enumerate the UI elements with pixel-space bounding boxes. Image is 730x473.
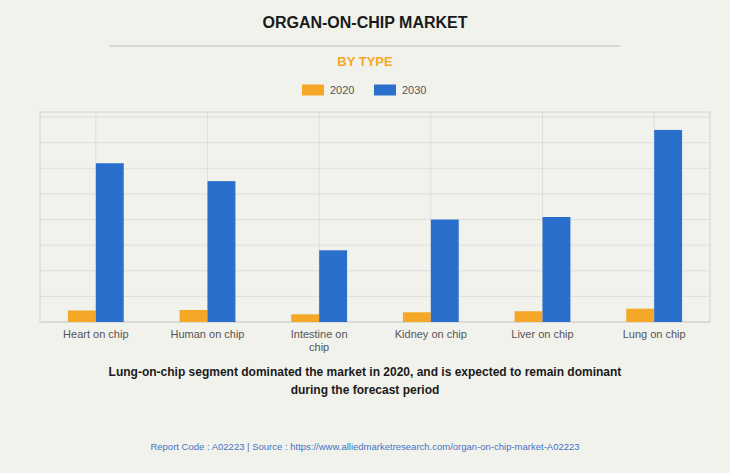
report-line: Report Code : A02223 | Source : https://…: [150, 441, 579, 452]
bar: [626, 309, 654, 322]
grid: [40, 112, 710, 322]
x-tick-label: Lung on chip: [623, 328, 686, 340]
y-grid-line: [40, 142, 710, 143]
bar: [68, 310, 96, 322]
x-tick-label: Liver on chip: [511, 328, 573, 340]
bar: [403, 312, 431, 322]
title: ORGAN-ON-CHIP MARKET: [262, 14, 467, 31]
legend-label: 2020: [330, 84, 354, 96]
y-grid-line: [40, 219, 710, 220]
bar: [654, 130, 682, 322]
bar: [319, 250, 347, 322]
x-tick-label-line: Human on chip: [171, 328, 245, 340]
x-tick-label-line: Liver on chip: [511, 328, 573, 340]
x-tick-label: Heart on chip: [63, 328, 128, 340]
bar: [291, 314, 319, 322]
x-tick-label: Human on chip: [171, 328, 245, 340]
background: [0, 0, 730, 473]
bar: [515, 311, 543, 322]
legend: 2020 2030: [302, 84, 426, 96]
footnote: during the forecast period: [291, 383, 440, 397]
bar: [543, 217, 571, 322]
chart: ORGAN-ON-CHIP MARKET BY TYPE Heart on chip…: [0, 0, 730, 473]
y-grid-line: [40, 193, 710, 194]
footnote: Lung-on-chip segment dominated the marke…: [109, 365, 622, 379]
bar: [208, 181, 236, 322]
x-tick-label-line: chip: [309, 341, 329, 353]
x-tick-label: Intestine onchip: [291, 328, 348, 353]
title-rule: [110, 46, 621, 47]
plot-frame: [40, 112, 710, 322]
y-grid-line: [40, 270, 710, 271]
x-tick-label-line: Heart on chip: [63, 328, 128, 340]
subtitle: BY TYPE: [337, 54, 393, 69]
y-grid-line: [40, 168, 710, 169]
y-grid-line: [40, 245, 710, 246]
y-grid-line: [40, 296, 710, 297]
bar: [96, 163, 124, 322]
legend-swatch: [374, 85, 396, 96]
x-tick-label-line: Intestine on: [291, 328, 348, 340]
x-tick-label: Kidney on chip: [395, 328, 467, 340]
bar: [180, 310, 208, 322]
bars: [68, 130, 682, 322]
x-tick-label-line: Kidney on chip: [395, 328, 467, 340]
y-grid-line: [40, 117, 710, 118]
bar: [431, 220, 459, 322]
legend-swatch: [302, 85, 324, 96]
x-tick-label-line: Lung on chip: [623, 328, 686, 340]
legend-label: 2030: [402, 84, 426, 96]
